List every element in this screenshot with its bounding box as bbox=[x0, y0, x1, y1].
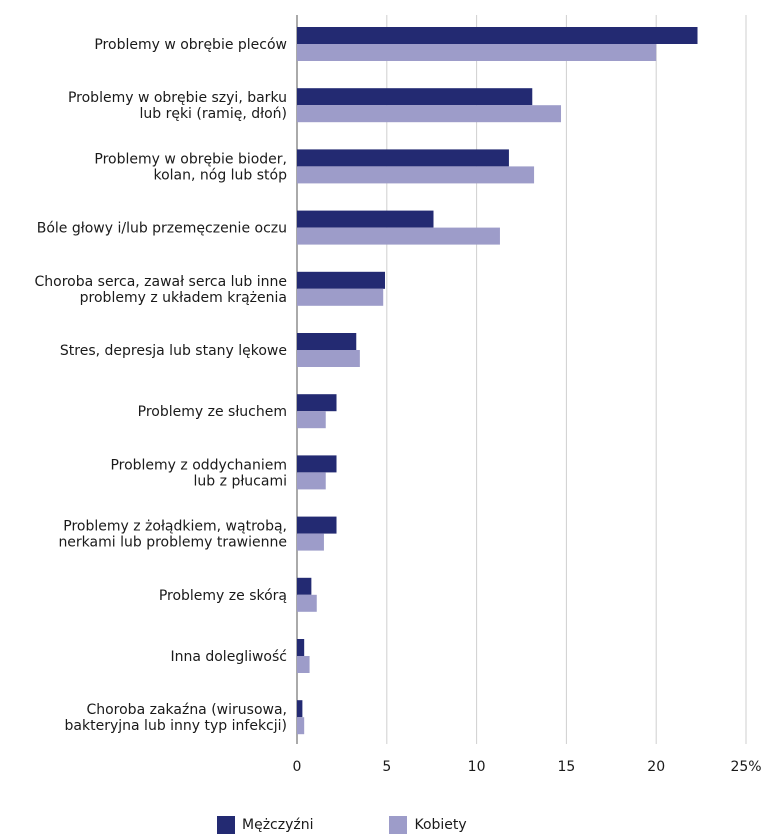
x-tick-label: 25% bbox=[730, 759, 761, 775]
bar-men bbox=[297, 149, 509, 167]
bar-men bbox=[297, 88, 533, 106]
bar-women bbox=[297, 472, 326, 490]
category-label: Problemy z żołądkiem, wątrobą, nerkami lu… bbox=[58, 519, 287, 551]
category-label: Choroba zakaźna (wirusowa, bakteryjna lub… bbox=[65, 702, 287, 734]
x-tick-label: 20 bbox=[647, 759, 665, 775]
bar-women bbox=[297, 350, 360, 367]
category-label: Problemy ze słuchem bbox=[138, 404, 287, 420]
bar-men bbox=[297, 333, 357, 350]
bar-women bbox=[297, 227, 500, 245]
category-label: Problemy w obrębie bioder, kolan, nóg lub… bbox=[94, 151, 287, 183]
bar-men bbox=[297, 639, 305, 656]
bar-women bbox=[297, 656, 310, 673]
bar-women bbox=[297, 288, 384, 306]
x-tick-label: 10 bbox=[468, 759, 486, 775]
x-tick-label: 0 bbox=[293, 759, 302, 775]
bar-women bbox=[297, 166, 535, 184]
x-tick-label: 5 bbox=[382, 759, 391, 775]
bar-chart: 0 5 10 15 20 25% Problemy w obrębie pleców Prob… bbox=[35, 15, 762, 775]
bar-men bbox=[297, 394, 337, 412]
bar-men bbox=[297, 455, 337, 473]
bar-women bbox=[297, 594, 317, 612]
legend-label-men: Mężczyźni bbox=[242, 817, 314, 833]
legend: Mężczyźni Kobiety bbox=[217, 816, 467, 834]
legend-swatch-women bbox=[389, 816, 408, 834]
bar-women bbox=[297, 411, 326, 429]
bar-women bbox=[297, 717, 305, 735]
category-label: Problemy z oddychaniem lub z płucami bbox=[110, 457, 287, 489]
bar-men bbox=[297, 271, 386, 289]
category-label: Choroba serca, zawał serca lub inne probl… bbox=[35, 274, 288, 306]
bar-men bbox=[297, 700, 303, 718]
category-label: Problemy ze skórą bbox=[159, 588, 287, 604]
category-label: Bóle głowy i/lub przemęczenie oczu bbox=[37, 221, 287, 237]
bar-men bbox=[297, 516, 337, 534]
bar-women bbox=[297, 105, 562, 123]
x-tick-label: 15 bbox=[557, 759, 575, 775]
bar-men bbox=[297, 210, 434, 228]
category-label: Problemy w obrębie pleców bbox=[94, 37, 287, 53]
category-label: Stres, depresja lub stany lękowe bbox=[60, 343, 287, 359]
legend-item-women: Kobiety bbox=[389, 816, 467, 834]
legend-item-men: Mężczyźni bbox=[217, 816, 313, 834]
legend-swatch-men bbox=[217, 816, 235, 834]
bar-women bbox=[297, 533, 324, 551]
category-label: Inna dolegliwość bbox=[170, 649, 287, 665]
bar-men bbox=[297, 27, 698, 44]
legend-label-women: Kobiety bbox=[414, 817, 467, 833]
bar-men bbox=[297, 577, 312, 595]
category-label: Problemy w obrębie szyi, barku lub ręki (… bbox=[68, 90, 287, 122]
bar-women bbox=[297, 44, 657, 61]
